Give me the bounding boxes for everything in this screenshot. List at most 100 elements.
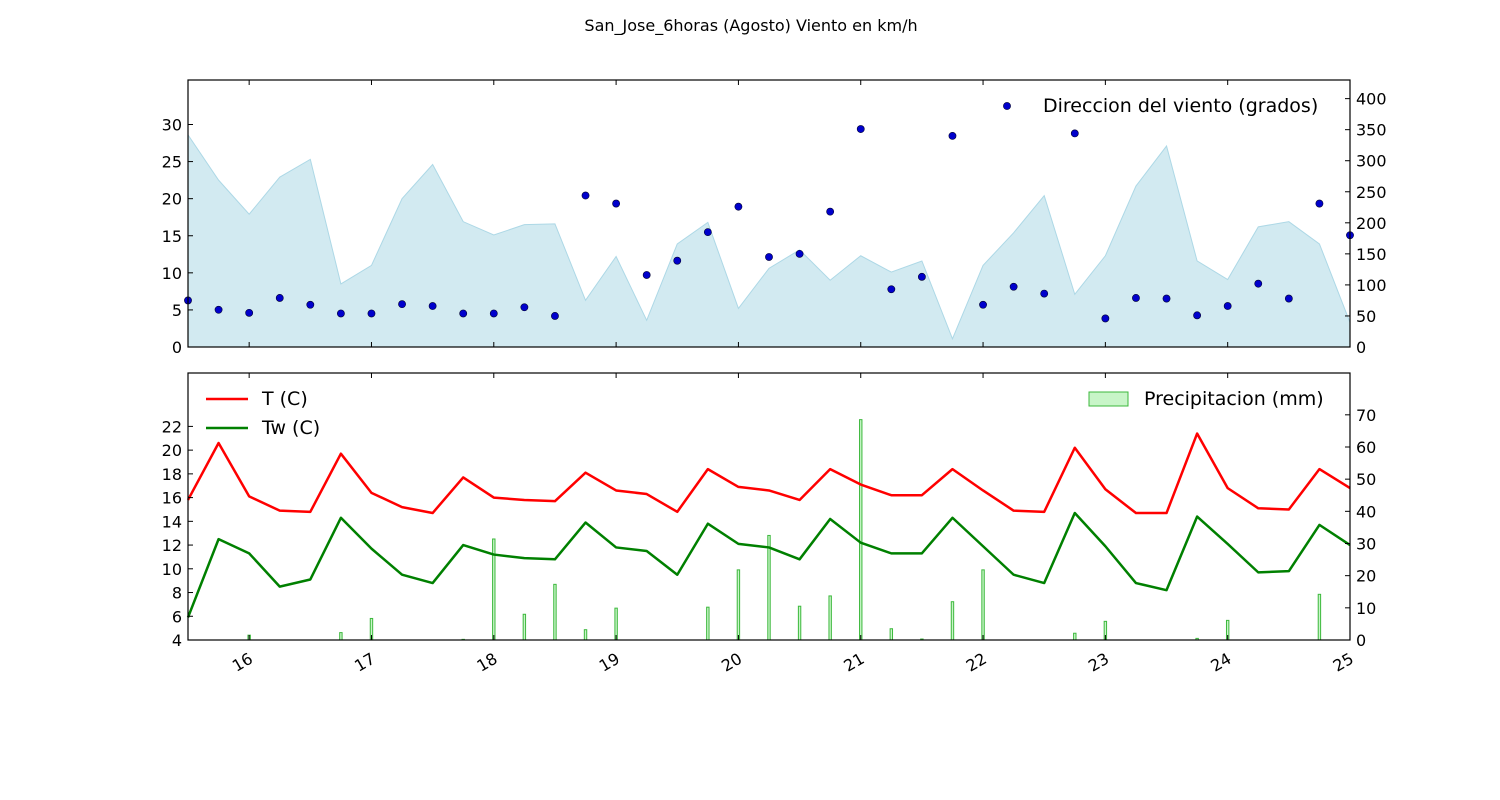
right-tick-label: 50 xyxy=(1356,470,1376,489)
right-tick-label: 60 xyxy=(1356,438,1376,457)
left-tick-label: 12 xyxy=(162,536,182,555)
left-tick-label: 18 xyxy=(162,465,182,484)
wind-direction-point xyxy=(398,300,406,309)
wind-panel-frame xyxy=(187,79,1351,348)
wind-direction-point xyxy=(1315,199,1324,208)
x-tick-label: 16 xyxy=(229,649,256,676)
precipitation-bar xyxy=(736,569,741,641)
right-tick-label: 10 xyxy=(1356,599,1376,618)
precipitation-bar xyxy=(767,534,771,641)
left-tick-label: 6 xyxy=(172,607,182,626)
wind-direction-point xyxy=(367,309,376,318)
left-tick-label: 22 xyxy=(162,417,182,436)
wind-direction-point xyxy=(1132,294,1140,302)
series-line-tw xyxy=(186,511,1351,618)
wind-direction-point xyxy=(306,300,315,309)
right-tick-label: 0 xyxy=(1356,631,1366,650)
right-tick-label: 0 xyxy=(1356,338,1366,357)
legend-label-precipitation: Precipitacion (mm) xyxy=(1144,388,1324,410)
left-tick-label: 20 xyxy=(162,190,182,209)
precipitation-bar xyxy=(706,606,710,641)
temperature-legend: T (C) Tw (C) xyxy=(206,388,320,439)
precipitation-bar xyxy=(859,419,863,641)
precipitation-bar xyxy=(1073,632,1077,641)
right-tick-label: 250 xyxy=(1356,183,1387,202)
right-tick-label: 100 xyxy=(1356,276,1387,295)
left-tick-label: 30 xyxy=(162,116,182,135)
temperature-panel: 4 6 8 10 12 14 16 18 20 22 0 10 20 30 40 50 60 70 16 17 18 19… xyxy=(162,372,1376,676)
precipitation-bar xyxy=(583,629,588,641)
wind-direction-point xyxy=(948,131,957,140)
wind-direction-point xyxy=(612,199,621,208)
wind-direction-point xyxy=(551,312,559,320)
x-tick-label: 24 xyxy=(1207,649,1234,676)
wind-direction-point xyxy=(887,285,896,294)
wind-direction-point xyxy=(520,303,529,312)
wind-direction-point xyxy=(489,309,498,318)
left-tick-label: 25 xyxy=(162,153,182,172)
wind-direction-point xyxy=(1223,302,1232,310)
wind-direction-point xyxy=(1009,282,1018,291)
x-tick-label: 22 xyxy=(963,649,990,676)
wind-direction-point xyxy=(1254,279,1263,288)
wind-speed-area xyxy=(187,133,1351,348)
precipitation-bar xyxy=(889,628,894,641)
wind-legend: Direccion del viento (grados) xyxy=(1003,95,1318,117)
wind-direction-point xyxy=(795,249,804,258)
right-tick-label: 350 xyxy=(1356,121,1387,140)
x-tick-label: 20 xyxy=(718,649,745,676)
right-tick-label: 50 xyxy=(1356,307,1376,326)
left-tick-label: 8 xyxy=(172,584,182,603)
wind-direction-point xyxy=(765,253,773,261)
wind-direction-points-layer xyxy=(184,125,1354,323)
right-tick-label: 300 xyxy=(1356,152,1387,171)
wind-direction-point xyxy=(703,228,712,237)
precipitation-bar xyxy=(828,595,832,641)
right-tick-label: 40 xyxy=(1356,502,1376,521)
precipitation-bar xyxy=(339,632,343,641)
wind-direction-point xyxy=(428,302,437,310)
legend-label-tw: Tw (C) xyxy=(261,417,320,439)
wind-direction-point xyxy=(275,294,284,302)
x-tick-label: 21 xyxy=(840,649,867,676)
wind-direction-point xyxy=(214,305,223,314)
legend-swatch-precipitation xyxy=(1088,391,1129,407)
x-tick-label: 23 xyxy=(1085,649,1112,676)
left-tick-label: 10 xyxy=(162,560,182,579)
x-tick-label: 19 xyxy=(596,649,623,676)
wind-direction-point xyxy=(917,272,926,281)
wind-direction-point xyxy=(1284,294,1293,303)
right-tick-label: 20 xyxy=(1356,567,1376,586)
left-tick-label: 5 xyxy=(172,301,182,320)
wind-direction-point xyxy=(1193,311,1202,320)
legend-label-wind-direction: Direccion del viento (grados) xyxy=(1043,95,1318,117)
right-tick-label: 70 xyxy=(1356,406,1376,425)
right-tick-label: 400 xyxy=(1356,90,1387,109)
wind-direction-point xyxy=(1162,294,1171,303)
wind-direction-point xyxy=(581,191,590,200)
x-tick-label: 18 xyxy=(473,649,500,676)
left-tick-label: 0 xyxy=(172,338,182,357)
precipitation-bar xyxy=(950,601,955,641)
wind-direction-point xyxy=(245,308,254,317)
right-tick-label: 30 xyxy=(1356,534,1376,553)
wind-direction-point xyxy=(856,125,865,133)
precipitation-legend: Precipitacion (mm) xyxy=(1088,388,1324,410)
wind-direction-point xyxy=(1040,289,1049,298)
wind-speed-area-layer xyxy=(187,133,1351,348)
series-line-t xyxy=(186,432,1351,515)
left-tick-label: 15 xyxy=(162,227,182,246)
wind-direction-point xyxy=(1101,314,1110,323)
wind-direction-point xyxy=(673,256,682,265)
wind-direction-point xyxy=(1070,129,1079,138)
figure-title: San_Jose_6horas (Agosto) Viento en km/h xyxy=(584,16,917,36)
x-tick-label: 25 xyxy=(1330,649,1357,676)
precipitation-bar xyxy=(1317,593,1322,641)
wind-direction-point xyxy=(979,300,987,309)
left-tick-label: 10 xyxy=(162,264,182,283)
left-tick-label: 14 xyxy=(162,512,182,531)
x-tick-label: 17 xyxy=(351,649,378,676)
